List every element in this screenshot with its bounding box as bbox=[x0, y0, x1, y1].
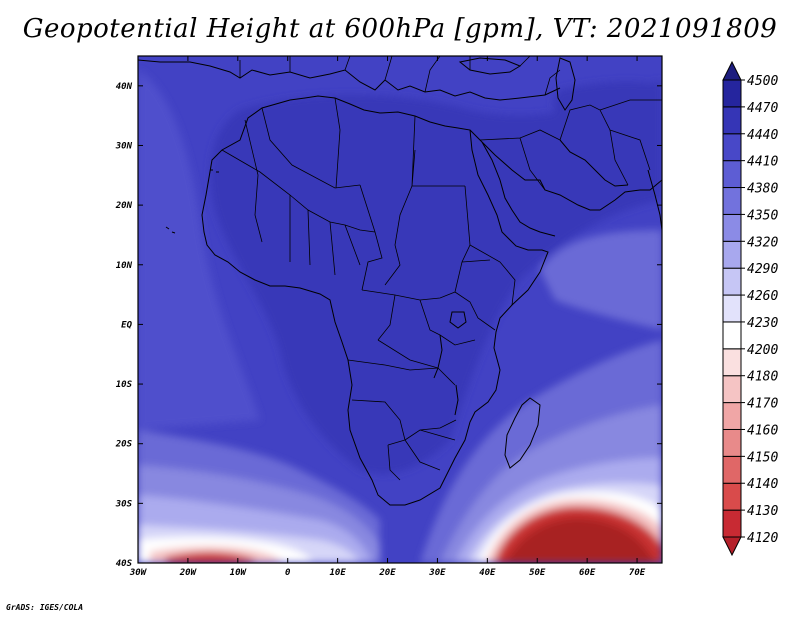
colorbar-label: 4130 bbox=[747, 504, 778, 519]
country-borders bbox=[221, 56, 662, 481]
border-west-africa bbox=[221, 119, 376, 276]
colorbar-box bbox=[722, 509, 742, 538]
border-south bbox=[347, 359, 457, 481]
field-band-reddark-se bbox=[505, 518, 655, 563]
colorbar-box bbox=[722, 402, 742, 430]
colorbar-box bbox=[722, 106, 742, 135]
lat-tick-label: EQ bbox=[121, 320, 132, 330]
lat-tick-label: 10S bbox=[116, 380, 133, 390]
colorbar-label: 4320 bbox=[747, 235, 778, 250]
lon-tick-label: 30E bbox=[428, 568, 446, 578]
canary-islands bbox=[210, 169, 219, 173]
colorbar-box bbox=[722, 79, 742, 108]
lon-tick-label: 50E bbox=[529, 568, 546, 578]
lake-tanganyika bbox=[433, 334, 443, 379]
lon-tick-label: 20E bbox=[378, 568, 396, 578]
black-sea-coast bbox=[458, 57, 522, 75]
colorbar-label: 4150 bbox=[747, 450, 778, 465]
lat-tick-label: 20S bbox=[115, 440, 133, 450]
coastlines bbox=[138, 57, 662, 506]
colorbar-label: 4350 bbox=[747, 208, 778, 223]
axis-ticks bbox=[137, 56, 662, 564]
persian-gulf-coast bbox=[559, 139, 629, 187]
colorbar-label: 4290 bbox=[747, 262, 778, 277]
red-sea-coast bbox=[481, 141, 556, 237]
field-core-darkest bbox=[254, 124, 431, 232]
border-east bbox=[454, 244, 516, 331]
colorbar-label: 4410 bbox=[747, 155, 778, 170]
colorbar-box bbox=[722, 375, 742, 404]
colorbar-box bbox=[722, 455, 742, 484]
field-band-medium-west bbox=[138, 70, 260, 430]
colorbar-box bbox=[722, 428, 742, 457]
axis-labels: 30W 20W 10W 0 10E 20E 30E 40E 50E 60E 70E 40N 30N 20N… bbox=[115, 82, 646, 578]
colorbar-label: 4170 bbox=[747, 397, 778, 412]
lon-tick-label: 70E bbox=[629, 568, 646, 578]
europe-coastline bbox=[138, 59, 561, 101]
colorbar-box bbox=[722, 240, 742, 269]
lat-tick-label: 40N bbox=[116, 82, 133, 92]
lake-malawi bbox=[454, 384, 459, 416]
cape-verde bbox=[165, 226, 176, 234]
madagascar-coastline bbox=[504, 397, 541, 469]
colorbar-label: 4230 bbox=[747, 316, 778, 331]
border-sahel bbox=[359, 184, 471, 293]
colorbar-label: 4500 bbox=[747, 74, 778, 89]
grads-credit: GrADS: IGES/COLA bbox=[6, 603, 84, 612]
colorbar-box bbox=[722, 321, 742, 350]
colorbar-box bbox=[722, 133, 742, 162]
lon-tick-label: 10E bbox=[329, 568, 346, 578]
border-sahara bbox=[261, 97, 465, 189]
africa-coastline bbox=[201, 95, 549, 506]
colorbar-label: 4160 bbox=[747, 423, 778, 438]
colorbar-label: 4140 bbox=[747, 477, 778, 492]
colorbar-box bbox=[722, 294, 742, 323]
caspian-coast bbox=[555, 57, 576, 111]
lat-tick-label: 10N bbox=[116, 261, 133, 271]
geopotential-field bbox=[138, 56, 662, 563]
plot-frame bbox=[137, 55, 663, 564]
lat-tick-label: 40S bbox=[116, 559, 133, 569]
colorbar-max-triangle bbox=[722, 60, 742, 81]
colorbar-box bbox=[722, 348, 742, 377]
arabia-coastline bbox=[469, 129, 662, 211]
colorbar-label: 4440 bbox=[747, 128, 778, 143]
colorbar-label: 4470 bbox=[747, 101, 778, 116]
border-central bbox=[361, 289, 476, 369]
lat-tick-label: 20N bbox=[115, 201, 133, 211]
colorbar-box bbox=[722, 187, 742, 215]
field-core-darkest-east bbox=[553, 81, 662, 137]
border-europe bbox=[239, 56, 561, 96]
colorbar-box bbox=[722, 213, 742, 242]
colorbar-box bbox=[722, 267, 742, 296]
lon-tick-label: 30W bbox=[129, 568, 148, 578]
lon-tick-label: 60E bbox=[579, 568, 596, 578]
field-band-light-ne bbox=[540, 230, 662, 330]
map-title: Geopotential Height at 600hPa [gpm], VT:… bbox=[22, 14, 778, 44]
lat-tick-label: 30S bbox=[115, 499, 133, 509]
lake-victoria bbox=[449, 311, 467, 329]
lon-tick-label: 0 bbox=[285, 568, 291, 578]
colorbar-box bbox=[722, 482, 742, 511]
colorbar-label: 4180 bbox=[747, 370, 778, 385]
colorbar-label: 4120 bbox=[747, 531, 778, 546]
lon-tick-label: 10W bbox=[230, 568, 248, 578]
colorbar-min-triangle bbox=[722, 536, 742, 557]
colorbar-label: 4380 bbox=[747, 182, 778, 197]
border-arabia bbox=[479, 99, 662, 191]
colorbar-label: 4260 bbox=[747, 289, 778, 304]
colorbar: 4120 4130 4140 4150 4160 4170 4180 4200 4230 4260… bbox=[722, 60, 778, 557]
lon-tick-label: 20W bbox=[179, 568, 198, 578]
colorbar-label: 4200 bbox=[747, 343, 778, 358]
lon-tick-label: 40E bbox=[479, 568, 496, 578]
colorbar-box bbox=[722, 160, 742, 189]
lat-tick-label: 30N bbox=[115, 141, 133, 151]
